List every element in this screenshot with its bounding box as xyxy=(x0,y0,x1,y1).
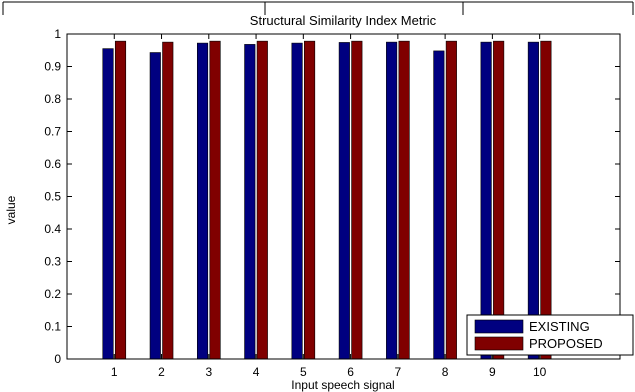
bar-proposed-2 xyxy=(162,41,174,360)
x-axis-label: Input speech signal xyxy=(291,378,394,392)
x-tick-label: 1 xyxy=(111,365,118,379)
x-tick-label: 4 xyxy=(253,365,260,379)
y-tick-label: 0.8 xyxy=(44,92,61,106)
x-tick-label: 3 xyxy=(205,365,212,379)
bar-existing-1 xyxy=(102,48,114,360)
bar-existing-2 xyxy=(149,52,161,360)
y-axis-label: value xyxy=(4,195,18,224)
y-tick-label: 0.6 xyxy=(44,157,61,171)
bar-proposed-8 xyxy=(445,40,457,360)
axes-group: 0 0.1 0.2 0.3 0.4 0.5 0.6 0.7 0.8 0.9 1 1 2 3 4 5 6 7 8 9 10 xyxy=(44,27,621,379)
bar-existing-5 xyxy=(291,42,303,360)
y-tick-label: 0.4 xyxy=(44,222,61,236)
legend-label-proposed: PROPOSED xyxy=(529,336,603,351)
y-tick-label: 0.1 xyxy=(44,320,61,334)
bar-existing-10 xyxy=(527,41,539,360)
x-tick-label: 6 xyxy=(347,365,354,379)
bar-proposed-3 xyxy=(209,40,221,360)
x-tick-label: 2 xyxy=(158,365,165,379)
bar-proposed-10 xyxy=(540,40,552,360)
bar-existing-3 xyxy=(196,42,209,360)
bar-existing-4 xyxy=(244,44,256,360)
y-tick-label: 0.3 xyxy=(44,255,61,269)
x-tick-label: 5 xyxy=(300,365,307,379)
bar-proposed-6 xyxy=(351,40,363,360)
legend-swatch-existing xyxy=(474,319,524,334)
bar-proposed-9 xyxy=(493,40,505,360)
bar-existing-9 xyxy=(480,41,492,360)
bar-proposed-1 xyxy=(114,40,127,360)
bar-proposed-7 xyxy=(398,40,410,360)
chart-title: Structural Similarity Index Metric xyxy=(250,13,437,28)
y-tick-label: 0.5 xyxy=(44,190,61,204)
x-tick-label: 8 xyxy=(442,365,449,379)
legend-label-existing: EXISTING xyxy=(529,319,590,334)
bar-proposed-4 xyxy=(256,40,268,360)
y-tick-label: 0.7 xyxy=(44,125,61,139)
legend-swatch-proposed xyxy=(474,336,524,351)
legend: EXISTING PROPOSED xyxy=(466,314,634,356)
x-tick-label: 7 xyxy=(395,365,402,379)
y-tick-label: 0 xyxy=(54,352,61,366)
x-tick-label: 9 xyxy=(489,365,496,379)
bar-existing-6 xyxy=(338,42,350,360)
y-tick-label: 0.2 xyxy=(44,287,61,301)
x-tick-label: 10 xyxy=(533,365,547,379)
y-tick-label: 1 xyxy=(54,27,61,41)
bar-proposed-5 xyxy=(304,40,316,360)
bar-existing-8 xyxy=(433,50,445,360)
bar-existing-7 xyxy=(386,41,398,360)
y-tick-label: 0.9 xyxy=(44,60,61,74)
